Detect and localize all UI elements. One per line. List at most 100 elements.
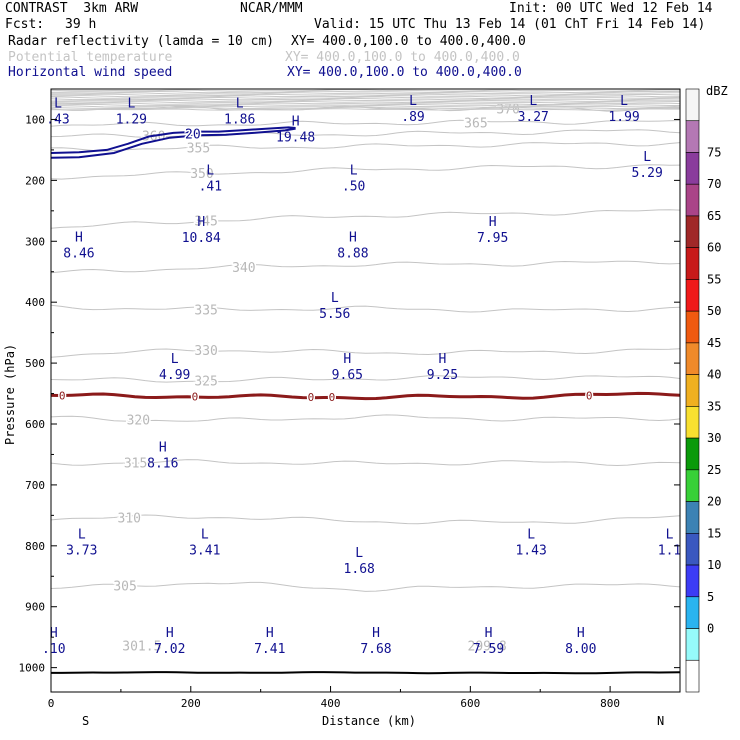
colorbar-swatch xyxy=(685,628,700,661)
extremum-value: .10 xyxy=(42,642,65,657)
colorbar-level-label: 70 xyxy=(707,177,721,191)
colorbar-swatch xyxy=(685,469,700,502)
extremum-high-mark: H xyxy=(266,626,274,641)
y-tick-label: 800 xyxy=(25,540,45,553)
extremum-value: 1.86 xyxy=(224,112,255,127)
model-title: CONTRAST 3km ARW xyxy=(5,1,139,16)
x-tick-label: 800 xyxy=(600,697,620,710)
extremum-value: .43 xyxy=(46,112,69,127)
extremum-high-mark: H xyxy=(159,440,167,455)
extremum-value: .89 xyxy=(401,110,424,125)
extremum-value: 1.29 xyxy=(116,112,147,127)
extremum-value: 8.00 xyxy=(565,642,596,657)
extremum-high-mark: H xyxy=(75,230,83,245)
extremum-value: 8.16 xyxy=(147,456,178,471)
extremum-value: 3.27 xyxy=(518,110,549,125)
theta-band-line xyxy=(51,108,680,111)
theta-contour-315 xyxy=(51,459,680,467)
extremum-value: 7.68 xyxy=(360,642,391,657)
theta-label-315: 315 xyxy=(124,457,147,472)
y-axis-label: Pressure (hPa) xyxy=(3,344,17,445)
zero-dbz-label: 0 xyxy=(192,390,199,403)
field-theta-name: Potential temperature xyxy=(8,50,173,65)
extremum-value: 10.84 xyxy=(182,231,221,246)
theta-band-line xyxy=(51,90,680,94)
stratosphere-theta-band xyxy=(51,89,680,111)
y-tick-label: 300 xyxy=(25,235,45,248)
extremum-value: 3.73 xyxy=(66,544,97,559)
theta-band-line xyxy=(51,105,680,108)
extremum-value: 3.41 xyxy=(189,544,220,559)
theta-label-345: 345 xyxy=(194,215,217,230)
colorbar-swatch xyxy=(685,183,700,217)
theta-contour-340 xyxy=(51,260,680,274)
theta-band-line xyxy=(51,106,680,110)
theta-contour-325 xyxy=(51,375,680,383)
theta-label-340: 340 xyxy=(232,261,255,276)
extremum-value: 1.68 xyxy=(344,562,375,577)
extremum-low-mark: L xyxy=(643,150,651,165)
extremum-value: 8.88 xyxy=(337,246,368,261)
x-tick-label: 0 xyxy=(48,697,55,710)
theta-label-299.8: 299.8 xyxy=(468,640,507,655)
colorbar-swatch xyxy=(685,152,700,185)
theta-label-320: 320 xyxy=(127,414,150,429)
extremum-value: .50 xyxy=(342,179,365,194)
colorbar-level-label: 60 xyxy=(707,241,721,255)
extremum-value: 7.41 xyxy=(254,642,285,657)
colorbar-swatch xyxy=(685,279,700,312)
colorbar-swatch xyxy=(685,596,700,629)
x-end-label-south: S xyxy=(82,714,89,728)
x-end-label-north: N xyxy=(657,714,664,728)
extremum-low-mark: L xyxy=(620,94,628,109)
extremum-value: 1.1 xyxy=(658,544,681,559)
theta-band-line xyxy=(51,89,680,92)
colorbar-level-label: 65 xyxy=(707,209,721,223)
theta-contour-310 xyxy=(51,514,680,525)
extremum-high-mark: H xyxy=(50,626,58,641)
theta-band-line xyxy=(51,93,680,97)
extremum-high-mark: H xyxy=(292,115,300,130)
extremum-high-mark: H xyxy=(166,626,174,641)
theta-contour-355 xyxy=(51,142,680,152)
colorbar-level-label: 25 xyxy=(707,463,721,477)
extremum-value: .41 xyxy=(199,179,222,194)
colorbar-level-label: 45 xyxy=(707,336,721,350)
theta-band-line xyxy=(51,100,680,104)
colorbar-swatch xyxy=(685,501,700,534)
extremum-low-mark: L xyxy=(527,528,535,543)
x-tick-label: 600 xyxy=(460,697,480,710)
y-tick-label: 700 xyxy=(25,479,45,492)
extremum-low-mark: L xyxy=(78,528,86,543)
field-wind-xy: XY= 400.0,100.0 to 400.0,400.0 xyxy=(287,65,522,80)
wind-contour-label: 20 xyxy=(185,127,201,142)
theta-contours: 3703653603553503453403353303253203153103… xyxy=(51,101,680,655)
extremum-value: 9.65 xyxy=(332,368,363,383)
wind-extrema-labels: L.43L1.29L1.86L.89L3.27L1.99H19.48L.41L.… xyxy=(42,94,681,657)
extremum-high-mark: H xyxy=(197,215,205,230)
extremum-low-mark: L xyxy=(350,163,358,178)
extremum-low-mark: L xyxy=(331,291,339,306)
extremum-low-mark: L xyxy=(206,163,214,178)
y-tick-label: 100 xyxy=(25,113,45,126)
theta-band-line xyxy=(51,95,680,98)
extremum-value: 8.46 xyxy=(63,246,94,261)
x-tick-label: 400 xyxy=(321,697,341,710)
field-wind-name: Horizontal wind speed xyxy=(8,65,173,80)
colorbar-level-label: 55 xyxy=(707,272,721,286)
y-tick-label: 400 xyxy=(25,296,45,309)
extremum-high-mark: H xyxy=(489,215,497,230)
colorbar-swatch xyxy=(685,215,700,248)
theta-contour-320 xyxy=(51,414,680,422)
theta-label-305: 305 xyxy=(113,580,136,595)
y-tick-label: 500 xyxy=(25,357,45,370)
extremum-high-mark: H xyxy=(349,230,357,245)
theta-band-line xyxy=(51,92,680,95)
theta-contour-365 xyxy=(51,119,680,127)
colorbar-level-label: 40 xyxy=(707,368,721,382)
colorbar-swatch xyxy=(685,88,700,122)
colorbar-level-label: 15 xyxy=(707,526,721,540)
colorbar-level-label: 30 xyxy=(707,431,721,445)
theta-contour-330 xyxy=(51,348,680,358)
zero-dbz-label: 0 xyxy=(59,389,66,402)
